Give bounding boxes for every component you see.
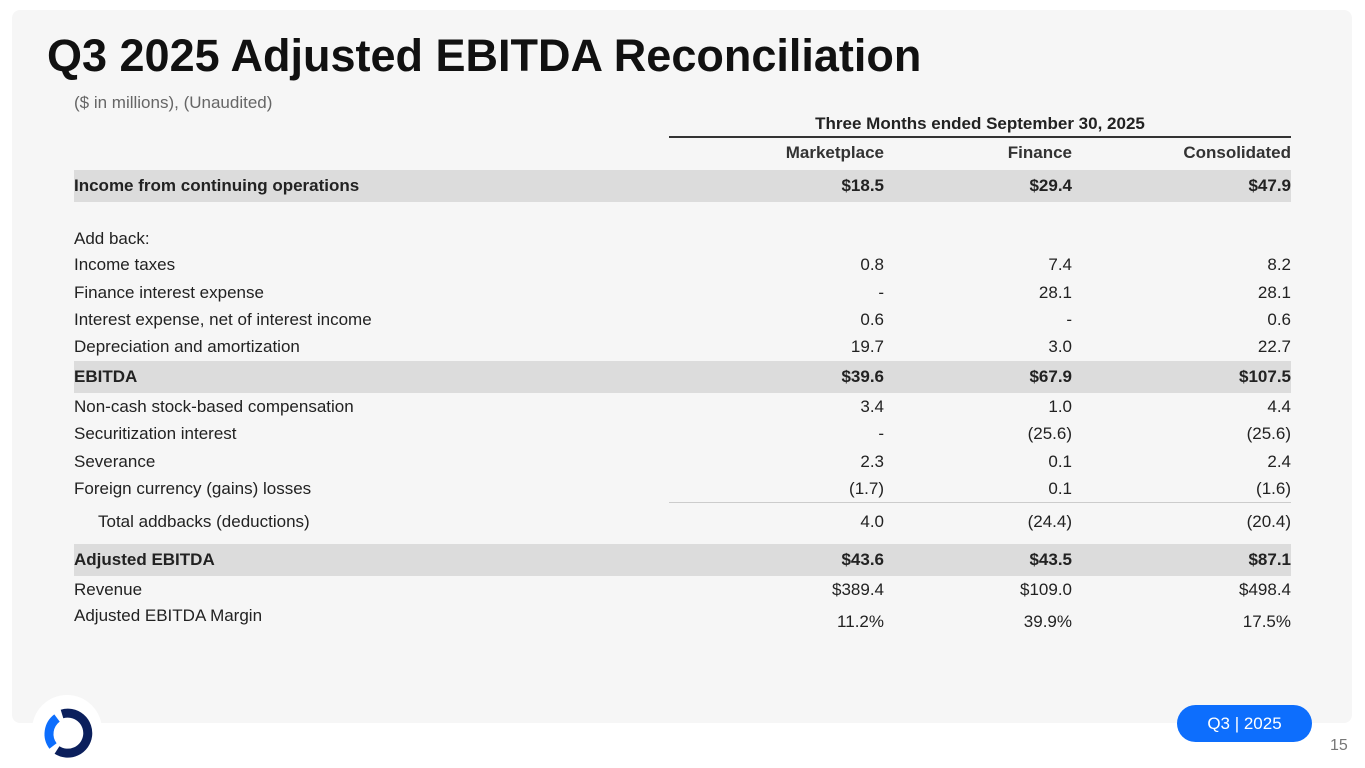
table-row: Add back:	[74, 223, 1291, 255]
cell-consolidated: $87.1	[1248, 550, 1291, 569]
cell-marketplace: 19.7	[850, 337, 884, 356]
page-number: 15	[1330, 737, 1348, 754]
cell-marketplace: $389.4	[832, 580, 884, 599]
table-row: Finance interest expense - 28.1 28.1	[74, 277, 1291, 309]
subtotal-divider	[669, 502, 1291, 503]
cell-marketplace: (1.7)	[849, 479, 884, 498]
cell-marketplace: 0.6	[860, 310, 884, 329]
cell-finance: $67.9	[1029, 367, 1072, 386]
row-label: Non-cash stock-based compensation	[74, 397, 354, 416]
table-row: Depreciation and amortization 19.7 3.0 22.7	[74, 331, 1291, 363]
col-marketplace: Marketplace	[785, 143, 884, 162]
cell-finance: $43.5	[1029, 550, 1072, 569]
cell-consolidated: 4.4	[1267, 397, 1291, 416]
table-row: Interest expense, net of interest income…	[74, 304, 1291, 336]
column-headers: Marketplace Finance Consolidated	[74, 137, 1291, 169]
row-label: Foreign currency (gains) losses	[74, 479, 312, 498]
col-finance: Finance	[1007, 143, 1072, 162]
row-label: Adjusted EBITDA Margin	[74, 606, 263, 625]
cell-consolidated: 8.2	[1267, 255, 1291, 274]
cell-consolidated: 0.6	[1267, 310, 1291, 329]
row-label: Severance	[74, 452, 156, 471]
cell-consolidated: 17.5%	[1242, 612, 1291, 631]
cell-finance: 3.0	[1048, 337, 1072, 356]
cell-marketplace: 2.3	[860, 452, 884, 471]
period-header: Three Months ended September 30, 2025	[669, 114, 1291, 138]
company-logo-icon	[44, 708, 93, 758]
row-label: Revenue	[74, 580, 143, 599]
row-label: Income taxes	[74, 255, 176, 274]
row-label: Finance interest expense	[74, 283, 264, 302]
table-row: Income from continuing operations $18.5 $2…	[74, 170, 1291, 202]
cell-marketplace: -	[878, 424, 884, 443]
cell-consolidated: (20.4)	[1246, 512, 1291, 531]
cell-consolidated: 22.7	[1257, 337, 1291, 356]
table-row: Revenue $389.4 $109.0 $498.4	[74, 574, 1291, 606]
cell-finance: (25.6)	[1027, 424, 1072, 443]
table-row: EBITDA $39.6 $67.9 $107.5	[74, 361, 1291, 393]
cell-finance: 1.0	[1048, 397, 1072, 416]
cell-marketplace: $43.6	[841, 550, 884, 569]
row-label: Interest expense, net of interest income	[74, 310, 372, 329]
cell-marketplace: $39.6	[841, 367, 884, 386]
table-row: Non-cash stock-based compensation 3.4 1.0 4…	[74, 391, 1291, 423]
row-label: Depreciation and amortization	[74, 337, 300, 356]
cell-finance: -	[1066, 310, 1072, 329]
cell-consolidated: (25.6)	[1246, 424, 1291, 443]
cell-finance: $109.0	[1020, 580, 1072, 599]
cell-marketplace: -	[878, 283, 884, 302]
cell-consolidated: (1.6)	[1256, 479, 1291, 498]
table-row: Foreign currency (gains) losses (1.7) 0.1 (…	[74, 473, 1291, 505]
cell-marketplace: 11.2%	[837, 612, 884, 631]
table-row: Securitization interest - (25.6) (25.6)	[74, 418, 1291, 450]
cell-finance: 0.1	[1048, 452, 1072, 471]
cell-consolidated: $498.4	[1239, 580, 1291, 599]
cell-finance: 39.9%	[1023, 612, 1072, 631]
row-label: Total addbacks (deductions)	[98, 512, 310, 531]
cell-finance: 7.4	[1048, 255, 1072, 274]
table-row: Severance 2.3 0.1 2.4	[74, 446, 1291, 478]
row-label: Securitization interest	[74, 424, 237, 443]
cell-marketplace: 0.8	[860, 255, 884, 274]
cell-finance: (24.4)	[1027, 512, 1072, 531]
cell-consolidated: 2.4	[1267, 452, 1291, 471]
table-row: Adjusted EBITDA $43.6 $43.5 $87.1	[74, 544, 1291, 576]
table-row: Total addbacks (deductions) 4.0 (24.4) (20.…	[74, 506, 1291, 538]
cell-finance: $29.4	[1029, 176, 1072, 195]
subtitle: ($ in millions), (Unaudited)	[74, 93, 273, 112]
table-row: Adjusted EBITDA Margin 11.2% 39.9% 17.5%	[74, 603, 1291, 635]
cell-marketplace: $18.5	[841, 176, 884, 195]
quarter-badge: Q3 | 2025	[1177, 705, 1312, 742]
cell-finance: 0.1	[1048, 479, 1072, 498]
cell-consolidated: $107.5	[1239, 367, 1291, 386]
row-label: EBITDA	[74, 367, 138, 386]
cell-marketplace: 4.0	[860, 512, 884, 531]
col-consolidated: Consolidated	[1183, 143, 1291, 162]
cell-consolidated: 28.1	[1257, 283, 1291, 302]
row-label: Income from continuing operations	[74, 176, 360, 195]
cell-consolidated: $47.9	[1248, 176, 1291, 195]
cell-marketplace: 3.4	[860, 397, 884, 416]
page-title: Q3 2025 Adjusted EBITDA Reconciliation	[47, 30, 922, 81]
row-label: Add back:	[74, 229, 150, 248]
row-label: Adjusted EBITDA	[74, 550, 215, 569]
cell-finance: 28.1	[1038, 283, 1072, 302]
table-row: Income taxes 0.8 7.4 8.2	[74, 249, 1291, 281]
